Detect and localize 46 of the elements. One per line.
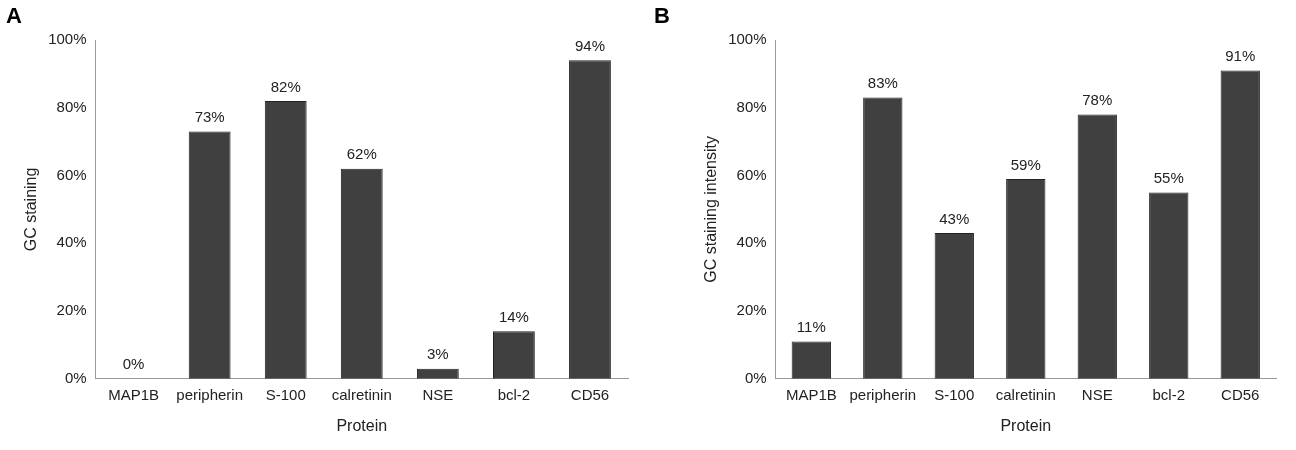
x-tick-label: calretinin [331,385,392,403]
data-label: 83% [867,74,898,92]
x-tick-label: peripherin [176,385,244,403]
data-label: 59% [1010,155,1041,173]
x-tick-label: CD56 [570,385,610,403]
y-tick-label: 60% [736,165,767,183]
data-label: 62% [346,145,377,163]
data-label: 3% [427,345,449,363]
x-tick-label: S-100 [265,385,306,403]
data-label: 91% [1225,47,1256,65]
data-label: 82% [270,77,301,95]
y-tick-label: 20% [56,301,87,319]
data-label: 94% [574,36,605,54]
y-tick-label: 40% [56,233,87,251]
y-tick-label: 40% [736,233,767,251]
x-tick-label: CD56 [1221,385,1260,403]
x-tick-label: MAP1B [108,385,160,403]
x-axis-title: Protein [1000,416,1052,434]
x-tick-label: bcl-2 [1152,385,1186,403]
chart-title: A [6,3,22,29]
data-label: 78% [1082,91,1113,109]
y-tick-label: 0% [64,368,87,386]
x-tick-label: bcl-2 [497,385,531,403]
data-label: 55% [1153,169,1184,187]
y-tick-label: 80% [56,97,87,115]
y-tick-label: 60% [56,165,87,183]
y-axis-title: GC staining [22,167,40,252]
y-tick-label: 100% [48,30,87,48]
chart-title: B [654,3,670,29]
y-tick-label: 80% [736,97,767,115]
x-tick-label: peripherin [849,385,917,403]
x-tick-label: NSE [422,385,454,403]
y-tick-label: 20% [736,301,767,319]
x-tick-label: calretinin [995,385,1056,403]
data-label: 43% [939,209,970,227]
data-label: 73% [194,108,225,126]
data-label: 0% [122,355,145,373]
y-tick-label: 0% [744,368,767,386]
y-axis-title: GC staining intensity [702,136,720,283]
x-tick-label: MAP1B [785,385,837,403]
y-tick-label: 100% [728,30,767,48]
x-axis-title: Protein [336,416,388,434]
data-label: 14% [498,308,529,326]
x-tick-label: NSE [1081,385,1113,403]
data-label: 11% [796,318,826,336]
x-tick-label: S-100 [934,385,975,403]
